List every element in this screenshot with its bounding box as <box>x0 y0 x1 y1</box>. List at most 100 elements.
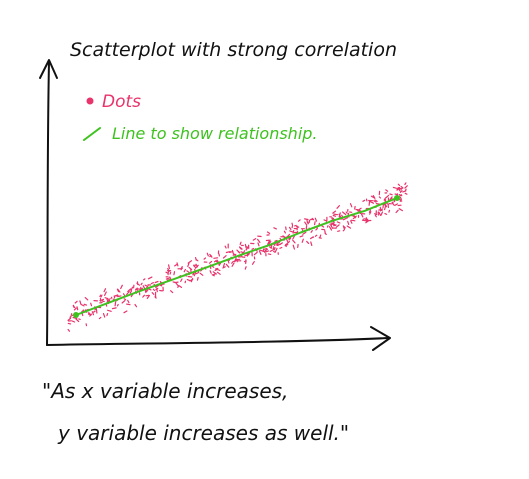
scatter-point <box>106 299 110 302</box>
scatter-point <box>92 310 96 313</box>
scatter-point <box>353 214 356 219</box>
scatter-point <box>365 218 369 221</box>
scatter-point <box>397 187 402 190</box>
scatter-point <box>165 271 169 274</box>
scatter-point <box>81 309 84 313</box>
scatter-point <box>79 300 82 305</box>
scatter-point <box>350 220 353 224</box>
scatter-point <box>399 194 403 197</box>
scatter-point <box>187 260 193 264</box>
scatter-point <box>395 209 399 214</box>
scatter-point <box>190 278 194 283</box>
scatter-point <box>326 225 329 228</box>
scatter-point <box>244 266 247 270</box>
scatter-point <box>331 217 335 220</box>
scatter-point <box>392 186 397 189</box>
scatter-point <box>373 200 377 203</box>
scatter-point <box>100 294 103 298</box>
scatter-point <box>178 285 183 288</box>
scatter-point <box>314 221 316 226</box>
scatter-point <box>146 294 150 299</box>
y-axis <box>46 61 50 346</box>
scatter-point <box>267 241 272 244</box>
scatter-point <box>360 213 364 218</box>
scatter-point <box>306 240 310 244</box>
scatter-point <box>378 196 382 199</box>
scatter-point <box>328 226 333 231</box>
scatter-point <box>324 230 326 235</box>
scatter-point <box>398 208 403 212</box>
scatter-point <box>279 246 283 249</box>
scatter-point <box>333 223 337 226</box>
scatter-point <box>398 198 403 202</box>
scatter-point <box>224 245 227 249</box>
scatter-point <box>314 217 318 222</box>
scatter-point <box>305 225 308 229</box>
scatter-point <box>140 282 143 286</box>
scatter-point <box>222 266 226 269</box>
scatter-point <box>103 291 107 296</box>
scatter-point <box>374 214 377 218</box>
scatter-point <box>404 185 408 189</box>
scatter-point <box>173 271 176 276</box>
trend-line-end-point <box>394 195 400 201</box>
scatter-point <box>251 261 255 265</box>
scatter-point <box>336 221 341 224</box>
x-axis <box>46 337 390 346</box>
scatter-point <box>288 226 292 230</box>
scatter-point <box>67 328 71 332</box>
scatter-point <box>369 211 372 215</box>
scatter-point <box>273 227 277 230</box>
scatter-point <box>231 261 234 264</box>
scatter-point <box>342 217 347 221</box>
scatter-point <box>388 209 391 213</box>
scatter-point <box>342 225 346 229</box>
scatter-point <box>239 247 242 250</box>
scatter-point <box>244 243 247 249</box>
scatter-point <box>245 246 249 251</box>
caption-line-2: y variable increases as well." <box>57 421 349 445</box>
scatter-point <box>154 280 159 284</box>
scatter-point <box>269 246 272 249</box>
scatter-point <box>374 199 378 202</box>
scatter-point <box>304 221 308 226</box>
scatter-point <box>225 251 231 254</box>
scatter-point <box>88 313 92 316</box>
scatter-point <box>299 235 304 238</box>
scatter-point <box>225 263 230 268</box>
caption: "As x variable increases, y variable inc… <box>42 379 349 445</box>
scatter-point <box>263 248 269 252</box>
scatter-point <box>134 303 138 308</box>
scatter-point <box>214 269 218 271</box>
scatter-point <box>180 278 183 282</box>
scatter-point <box>404 182 407 186</box>
scatter-point <box>188 266 193 271</box>
legend-dot-marker <box>86 97 94 105</box>
scatter-point <box>67 322 72 325</box>
scatter-point <box>246 252 250 256</box>
scatter-point <box>203 257 207 260</box>
scatter-point <box>106 313 109 317</box>
scatter-point <box>304 218 309 221</box>
scatter-point <box>374 213 378 216</box>
scatter-point <box>333 213 339 216</box>
scatter-point <box>126 290 130 296</box>
scatter-point <box>242 250 246 254</box>
scatter-point <box>208 260 213 264</box>
scatter-point <box>285 241 291 245</box>
scatter-point <box>183 268 186 273</box>
scatter-point <box>257 238 261 243</box>
scatter-point <box>231 262 235 267</box>
scatter-point <box>98 316 102 320</box>
scatter-point <box>103 288 107 293</box>
scatter-point <box>362 199 366 202</box>
scatter-point <box>209 255 212 258</box>
scatter-point <box>180 267 183 271</box>
scatter-point <box>368 200 372 203</box>
scatter-point <box>398 188 401 192</box>
scatter-point <box>169 271 172 275</box>
scatter-point <box>74 300 78 304</box>
scatter-point <box>155 287 159 291</box>
caption-line-1: "As x variable increases, <box>42 379 288 403</box>
scatter-point <box>404 188 407 192</box>
